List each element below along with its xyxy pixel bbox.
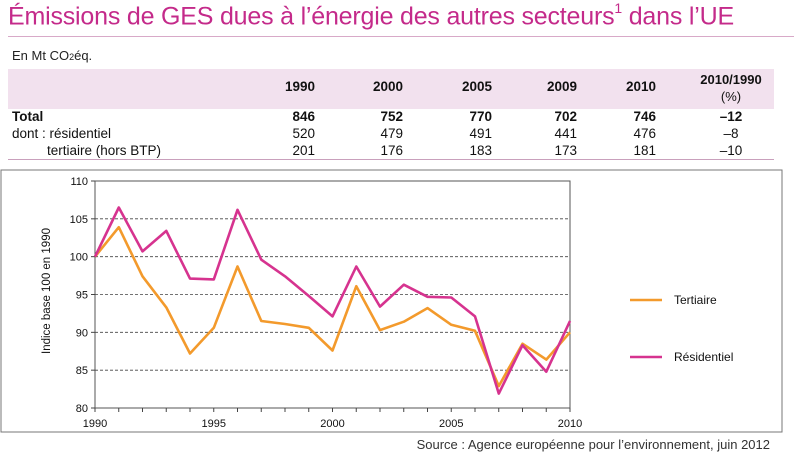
- table-bottom-rule: [8, 159, 774, 160]
- x-tick-label: 1995: [202, 418, 226, 430]
- table-header-ratio: 2010/1990: [700, 72, 762, 87]
- table-cell: 702: [554, 109, 577, 124]
- y-tick-label: 80: [76, 403, 88, 415]
- y-tick-label: 110: [70, 176, 88, 188]
- table-cell-ratio: –12: [719, 109, 743, 124]
- table-row-label-tertiaire: tertiaire (hors BTP): [47, 143, 162, 158]
- series-line-résidentiel: [93, 206, 572, 395]
- table-header-band: [8, 69, 774, 109]
- table-row-label-residentiel: dont : résidentiel: [12, 126, 112, 141]
- y-axis-label: Indice base 100 en 1990: [41, 228, 53, 354]
- table-cell: 770: [469, 109, 492, 124]
- legend-label-tertiaire: Tertiaire: [674, 293, 717, 307]
- table-header-2000: 2000: [372, 79, 403, 94]
- table-cell-ratio: –8: [723, 126, 739, 141]
- table-header-2010: 2010: [625, 79, 656, 94]
- table-cell: 520: [292, 126, 315, 141]
- y-tick-label: 90: [76, 327, 88, 339]
- source-note: Source : Agence européenne pour l’enviro…: [416, 437, 770, 452]
- title-divider: [8, 36, 794, 37]
- table-cell-ratio: –10: [719, 143, 743, 158]
- table-cell: 752: [380, 109, 403, 124]
- table-cell: 746: [633, 109, 656, 124]
- table-cell: 183: [469, 143, 492, 158]
- page-title: Émissions de GES dues à l’énergie des au…: [8, 0, 734, 31]
- x-tick-label: 2010: [558, 418, 582, 430]
- y-tick-label: 105: [70, 214, 88, 226]
- table-header-2009: 2009: [546, 79, 577, 94]
- table-cell: 491: [469, 126, 492, 141]
- table-cell: 181: [633, 143, 656, 158]
- table-header-ratio-unit: (%): [720, 89, 742, 104]
- x-tick-label: 2000: [320, 418, 344, 430]
- legend-label-résidentiel: Résidentiel: [674, 350, 733, 364]
- table-cell: 441: [554, 126, 577, 141]
- x-tick-label: 2005: [439, 418, 463, 430]
- table-header-1990: 1990: [284, 79, 315, 94]
- table-cell: 479: [380, 126, 403, 141]
- unit-label: En Mt CO2éq.: [12, 48, 93, 63]
- x-tick-label: 1990: [83, 418, 107, 430]
- table-cell: 476: [633, 126, 656, 141]
- table-cell: 176: [380, 143, 403, 158]
- table-cell: 846: [292, 109, 315, 124]
- table-cell: 173: [554, 143, 577, 158]
- table-cell: 201: [292, 143, 315, 158]
- y-tick-label: 85: [76, 365, 88, 377]
- table-header-2005: 2005: [461, 79, 492, 94]
- y-tick-label: 100: [70, 252, 88, 264]
- table-row-label-total: Total: [12, 109, 44, 124]
- y-tick-label: 95: [76, 290, 88, 302]
